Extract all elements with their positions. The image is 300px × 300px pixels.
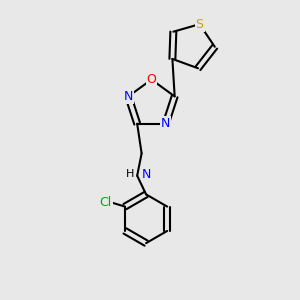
Text: N: N [124,90,133,103]
Text: N: N [161,117,170,130]
Text: H: H [126,169,134,179]
Text: N: N [142,168,151,181]
Text: O: O [146,73,156,86]
Text: Cl: Cl [100,196,112,208]
Text: S: S [196,18,203,31]
